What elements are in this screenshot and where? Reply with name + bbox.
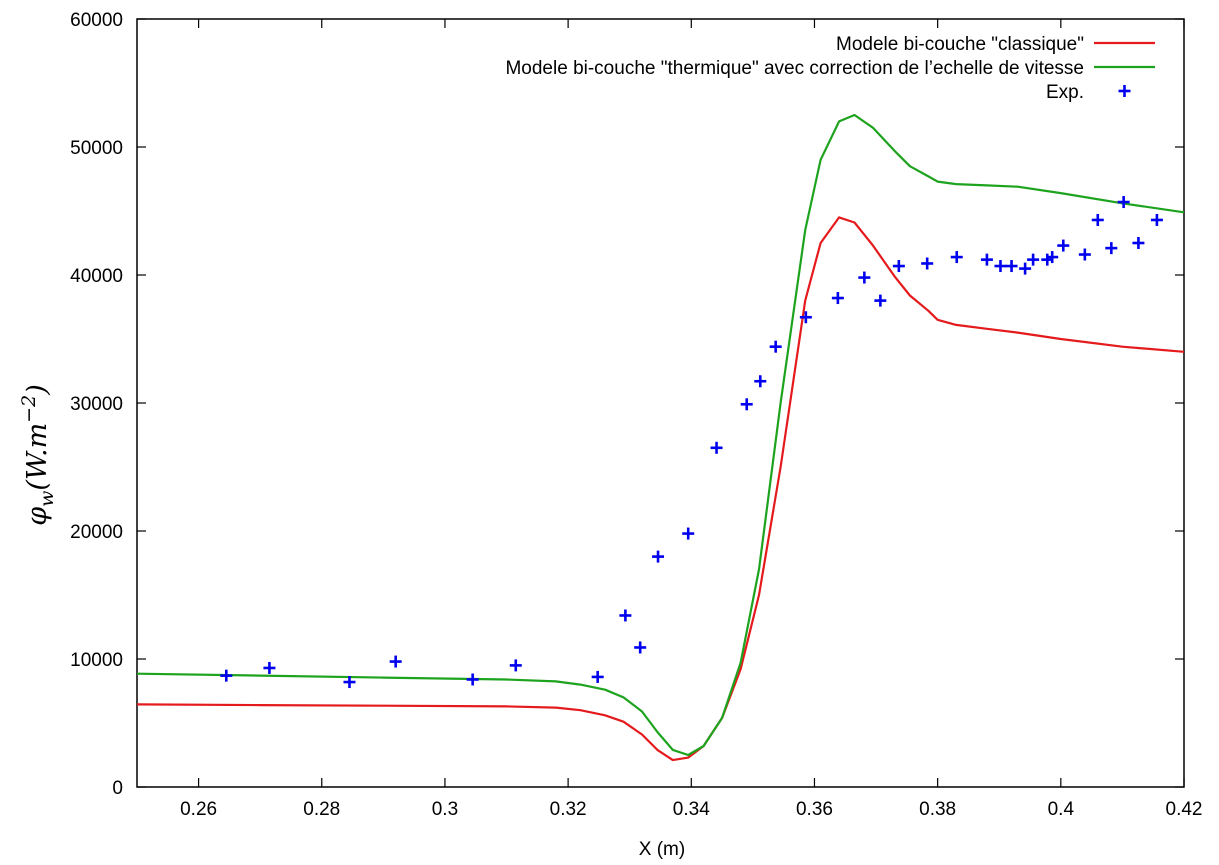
data-point	[921, 257, 934, 270]
data-point	[509, 659, 522, 672]
series-layer	[137, 113, 1184, 762]
data-point	[799, 311, 812, 324]
y-tick-label: 0	[112, 778, 123, 799]
x-ticks: 0.26 0.28 0.3 0.32 0.34 0.36 0.38 0.4 0.42	[180, 19, 1202, 820]
data-point	[1091, 213, 1104, 226]
series-line-1	[137, 113, 1184, 757]
data-point	[950, 251, 963, 264]
y-ticks: 0 10000 20000 30000 40000 50000 60000	[70, 10, 1184, 799]
data-point	[591, 670, 604, 683]
x-axis-title: X (m)	[639, 839, 685, 860]
x-tick-label: 0.26	[180, 799, 217, 820]
data-point	[1005, 260, 1018, 273]
data-point	[1046, 251, 1059, 264]
data-point	[740, 398, 753, 411]
data-point	[1117, 196, 1130, 209]
ylabel-exponent: −2	[18, 395, 40, 423]
legend-swatch-2	[1118, 85, 1131, 97]
data-point	[652, 550, 665, 563]
y-tick-label: 40000	[70, 266, 123, 287]
plot-area	[137, 113, 1184, 762]
data-point	[634, 641, 647, 654]
ylabel-close: )	[22, 384, 53, 396]
data-point	[994, 260, 1007, 273]
data-point	[874, 294, 887, 307]
svg-text:φw(W.m−2): φw(W.m−2)	[18, 384, 58, 526]
data-point	[220, 669, 233, 682]
legend-label-1: Modele bi-couche "thermique" avec correc…	[505, 58, 1084, 79]
x-tick-label: 0.42	[1166, 799, 1203, 820]
x-tick-label: 0.34	[673, 799, 710, 820]
data-point	[769, 340, 782, 353]
data-point	[1150, 213, 1163, 226]
axes	[136, 18, 1185, 788]
data-point	[619, 609, 632, 622]
data-point	[466, 673, 479, 686]
ylabel-unit: (W.m	[22, 423, 53, 491]
y-tick-label: 10000	[70, 650, 123, 671]
data-point	[1105, 242, 1118, 255]
x-tick-label: 0.4	[1048, 799, 1075, 820]
y-tick-label: 60000	[70, 10, 123, 31]
data-point	[980, 253, 993, 266]
series-line-0	[137, 216, 1184, 762]
data-point	[1027, 253, 1040, 266]
y-axis-title: φw(W.m−2)	[18, 384, 58, 526]
x-tick-label: 0.28	[303, 799, 340, 820]
data-point	[343, 676, 356, 689]
data-point	[892, 260, 905, 273]
y-tick-label: 30000	[70, 394, 123, 415]
data-point	[831, 292, 844, 305]
data-point	[389, 655, 402, 668]
data-point	[1019, 262, 1032, 275]
data-point	[682, 527, 695, 540]
data-point	[710, 441, 723, 454]
legend-label-0: Modele bi-couche "classique"	[836, 34, 1084, 55]
x-tick-label: 0.38	[919, 799, 956, 820]
ylabel-symbol: φ	[22, 507, 53, 526]
plot-frame	[136, 18, 1185, 788]
data-point	[1078, 248, 1091, 261]
y-tick-label: 20000	[70, 522, 123, 543]
legend: Modele bi-couche "classique" Modele bi-co…	[505, 34, 1155, 103]
x-tick-label: 0.3	[432, 799, 458, 820]
data-point	[754, 375, 767, 388]
y-tick-label: 50000	[70, 138, 123, 159]
data-point	[263, 661, 276, 674]
ylabel-subscript: w	[36, 491, 58, 507]
data-point	[1057, 239, 1070, 252]
x-tick-label: 0.36	[796, 799, 833, 820]
data-point	[858, 271, 871, 284]
data-point	[1132, 237, 1145, 249]
legend-label-2: Exp.	[1046, 82, 1084, 103]
x-tick-label: 0.32	[550, 799, 587, 820]
